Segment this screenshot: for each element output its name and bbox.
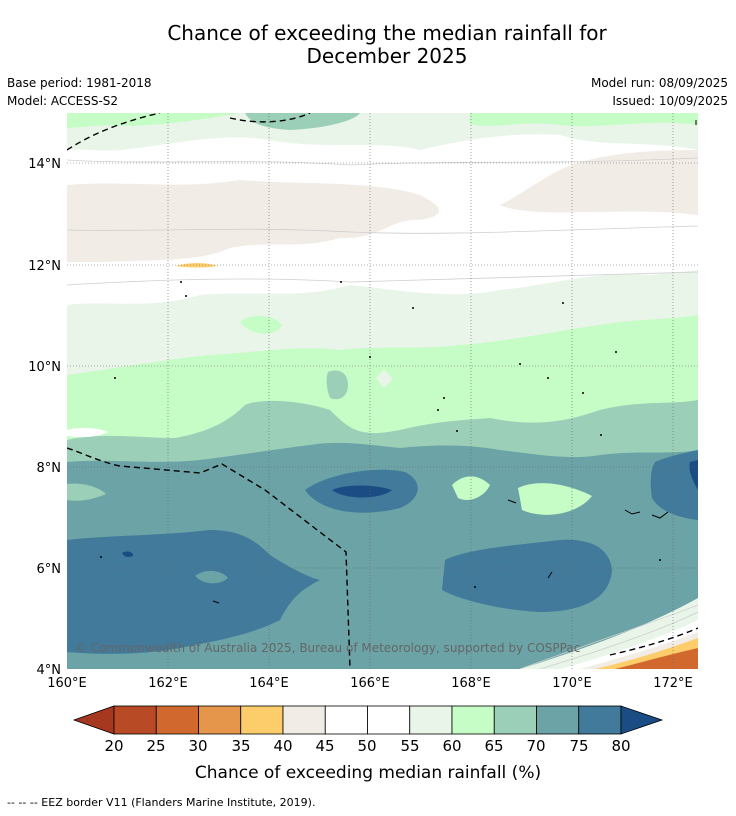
longitude-labels: 160°E 162°E 164°E 166°E 168°E 170°E 172°…: [47, 676, 693, 691]
colorbar-title: Chance of exceeding median rainfall (%): [195, 763, 541, 783]
base-period: Base period: 1981-2018: [7, 76, 152, 90]
region-75-80-far-east: [650, 450, 698, 520]
region-75-80-east: [442, 539, 612, 612]
region-80-west: [122, 551, 134, 557]
region-65-70-island: [326, 370, 348, 400]
colorbar-labels: 20 25 30 35 40 45 50 55 60 65 70 75 80: [104, 737, 630, 755]
region-65-70-east-lobe2: [518, 483, 592, 515]
model-name: Model: ACCESS-S2: [7, 94, 119, 108]
issued-date: Issued: 10/09/2025: [612, 94, 728, 108]
colorbar-label: 75: [569, 737, 588, 755]
colorbar-extend-low: [72, 705, 115, 735]
region-75-80-west: [67, 530, 320, 654]
colorbar-label: 70: [526, 737, 545, 755]
lat-label: 12°N: [28, 259, 61, 274]
colorbar-extend-high: [620, 705, 664, 735]
colorbar-segment: [240, 705, 284, 735]
islands: [212, 120, 697, 604]
colorbar-segment: [324, 705, 368, 735]
region-white-diamond: [376, 370, 393, 388]
graticule: [67, 113, 698, 669]
colorbar-segment: [493, 705, 537, 735]
colorbar: [72, 705, 664, 735]
copyright-notice: © Commonwealth of Australia 2025, Bureau…: [75, 641, 581, 655]
lon-label: 168°E: [451, 676, 491, 691]
colorbar-segment: [155, 705, 199, 735]
lat-label: 8°N: [37, 461, 62, 476]
colorbar-label: 35: [231, 737, 250, 755]
latitude-labels: 14°N 12°N 10°N 8°N 6°N 4°N: [28, 157, 61, 678]
region-80-central: [332, 485, 392, 498]
colorbar-label: 40: [273, 737, 292, 755]
colorbar-label: 25: [146, 737, 165, 755]
lat-label: 10°N: [28, 360, 61, 375]
title-line-1: Chance of exceeding the median rainfall …: [167, 21, 607, 45]
map-plot-area: [67, 113, 698, 669]
region-55-60-small: [240, 315, 282, 334]
colorbar-label: 60: [442, 737, 461, 755]
title-line-2: December 2025: [306, 44, 468, 68]
colorbar-label: 55: [400, 737, 419, 755]
colorbar-label: 65: [484, 737, 503, 755]
lon-label: 164°E: [249, 676, 289, 691]
region-65-70-top: [67, 113, 698, 128]
eez-legend-note: -- -- -- EEZ border V11 (Flanders Marine…: [7, 796, 316, 809]
contour-lines: [67, 157, 698, 669]
region-white-west: [67, 427, 108, 438]
eez-border: [67, 113, 698, 669]
colorbar-label: 50: [357, 737, 376, 755]
colorbar-segment: [451, 705, 495, 735]
colorbar-segment: [198, 705, 242, 735]
colorbar-segment: [113, 705, 157, 735]
atolls: [100, 281, 661, 588]
region-40-45-east: [500, 150, 698, 215]
region-se-30: [615, 648, 698, 669]
colorbar-label: 45: [315, 737, 334, 755]
region-80-east: [689, 460, 698, 490]
lon-label: 170°E: [552, 676, 592, 691]
colorbar-segment: [409, 705, 453, 735]
region-40-45-north: [67, 180, 439, 262]
colorbar-label: 80: [611, 737, 630, 755]
meta-right: Model run: 08/09/2025 Issued: 10/09/2025: [591, 74, 728, 110]
lat-label: 14°N: [28, 157, 61, 172]
colorbar-label: 20: [104, 737, 123, 755]
meta-left: Base period: 1981-2018 Model: ACCESS-S2: [7, 74, 152, 110]
model-run: Model run: 08/09/2025: [590, 76, 728, 90]
lat-label: 4°N: [37, 663, 62, 678]
lon-label: 162°E: [148, 676, 188, 691]
colorbar-segment: [578, 705, 622, 735]
colorbar-segment: [367, 705, 411, 735]
colorbar-label: 30: [188, 737, 207, 755]
colorbar-segment: [282, 705, 326, 735]
region-65-70-west-lobe: [67, 483, 106, 501]
map-title: Chance of exceeding the median rainfall …: [0, 22, 736, 68]
colorbar-segment: [536, 705, 580, 735]
lat-label: 6°N: [37, 562, 62, 577]
region-70-75-top: [245, 113, 360, 130]
lon-label: 166°E: [350, 676, 390, 691]
lon-label: 172°E: [653, 676, 693, 691]
lon-label: 160°E: [47, 676, 87, 691]
region-70-75-inset: [195, 570, 228, 584]
